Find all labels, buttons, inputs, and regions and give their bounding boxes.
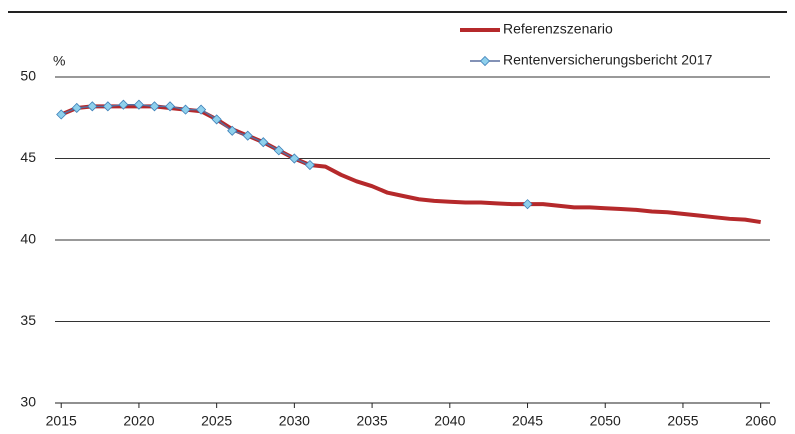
marker	[71, 102, 82, 114]
legend-label: Rentenversicherungsbericht 2017	[503, 52, 713, 68]
x-tick-label: 2050	[590, 413, 621, 429]
marker	[522, 199, 533, 210]
legend-marker	[479, 55, 491, 67]
x-tick-label: 2025	[201, 413, 232, 429]
marker	[211, 114, 222, 125]
marker	[87, 101, 98, 112]
marker	[227, 125, 238, 136]
marker	[102, 101, 113, 112]
marker	[149, 101, 160, 112]
x-tick-label: 2055	[667, 413, 698, 429]
x-tick-label: 2060	[745, 413, 776, 429]
x-tick-label: 2035	[357, 413, 388, 429]
y-tick-label: 50	[20, 68, 36, 84]
x-tick-label: 2030	[279, 413, 310, 429]
x-tick-label: 2045	[512, 413, 543, 429]
marker	[289, 153, 300, 164]
legend-label: Referenzszenario	[503, 21, 613, 37]
marker	[164, 101, 176, 112]
marker	[133, 99, 145, 110]
marker	[304, 159, 315, 171]
series-line	[60, 104, 761, 225]
y-tick-label: 30	[20, 394, 36, 410]
marker	[273, 145, 284, 156]
x-tick-label: 2015	[46, 413, 77, 429]
y-tick-label: 35	[20, 312, 36, 328]
y-tick-label: 40	[20, 231, 36, 247]
x-tick-label: 2040	[434, 413, 465, 429]
marker	[196, 104, 207, 115]
marker	[242, 130, 253, 141]
marker	[118, 99, 129, 110]
marker	[56, 109, 67, 120]
y-tick-label: 45	[20, 149, 36, 165]
y-axis-label: %	[53, 53, 65, 69]
marker	[258, 137, 269, 148]
marker	[180, 104, 191, 115]
x-tick-label: 2020	[123, 413, 154, 429]
